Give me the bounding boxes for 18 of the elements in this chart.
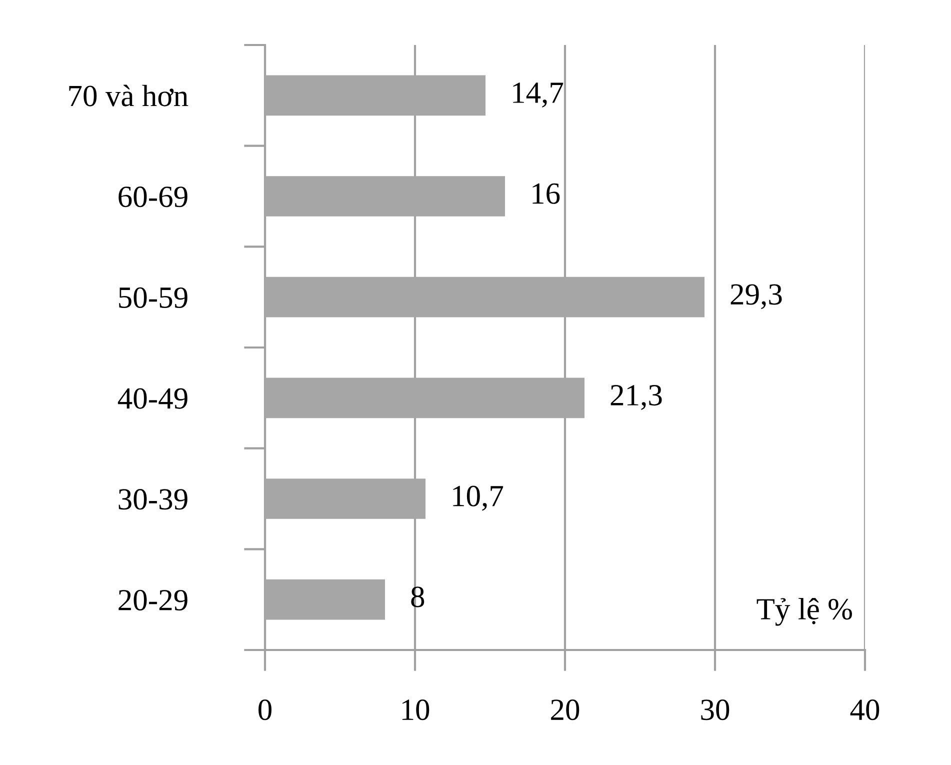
- x-tick-label: 0: [258, 699, 272, 720]
- y-tick-label: 60-69: [118, 186, 188, 208]
- x-tick-label: 30: [701, 699, 730, 720]
- y-tick-label: 70 và hơn: [69, 84, 188, 106]
- data-label: 16: [532, 183, 560, 204]
- data-label: 8: [411, 586, 424, 608]
- data-label: 21,3: [610, 385, 662, 410]
- y-tick-label: 30-39: [118, 489, 188, 510]
- y-tick-label: 20-29: [118, 590, 188, 610]
- x-tick-label: 20: [551, 699, 580, 720]
- y-tick-label: 40-49: [118, 388, 188, 409]
- x-tick-label: 40: [850, 699, 880, 720]
- data-label: 14,7: [513, 82, 564, 108]
- x-axis-title: Tỷ lệ %: [756, 598, 852, 626]
- data-label: 29,3: [730, 284, 782, 310]
- x-tick-label: 10: [402, 699, 430, 720]
- y-tick-label: 50-59: [119, 287, 188, 308]
- data-label: 10,7: [453, 486, 504, 511]
